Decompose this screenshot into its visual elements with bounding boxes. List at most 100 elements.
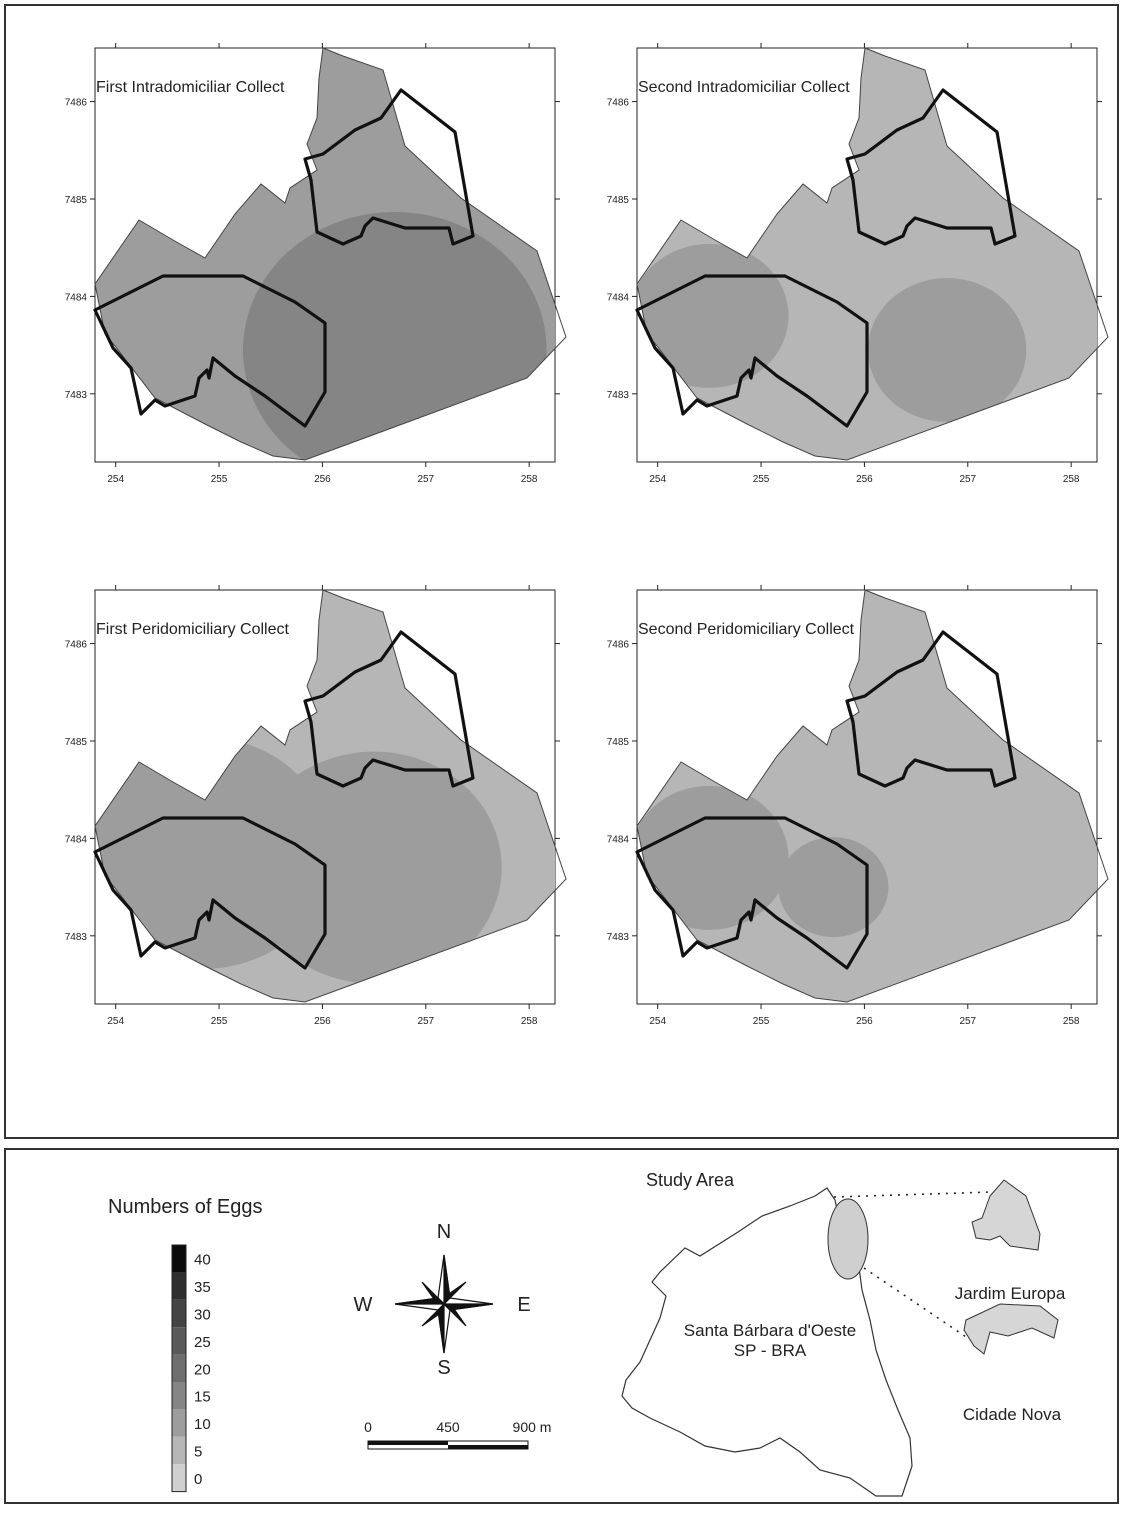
- connector-bottom: [863, 1267, 979, 1346]
- legend-swatch: [172, 1436, 186, 1465]
- legend-swatch: [172, 1464, 186, 1492]
- x-tick-label: 255: [753, 474, 770, 485]
- jardim-europa-boundary: [303, 630, 475, 788]
- y-tick-label: 7485: [65, 737, 88, 748]
- map-title: First Intradomiciliar Collect: [96, 79, 285, 96]
- legend-level-label: 20: [194, 1361, 211, 1378]
- y-tick-label: 7484: [607, 292, 630, 303]
- x-tick-label: 255: [211, 474, 228, 485]
- legend-frame: [4, 1148, 1119, 1504]
- egg-legend: Numbers of Eggs 40 35 30 25 20 15 10 5 0: [108, 1196, 263, 1493]
- cidade-nova-boundary: [93, 816, 327, 970]
- y-tick-label: 7486: [607, 98, 630, 109]
- legend-level-label: 0: [194, 1471, 202, 1488]
- study-area-title: Study Area: [646, 1170, 735, 1190]
- x-tick-label: 258: [521, 474, 538, 485]
- inset-label-cidade-nova: Cidade Nova: [963, 1405, 1062, 1424]
- inset-label-jardim-europa: Jardim Europa: [955, 1284, 1066, 1303]
- compass-north-label: N: [437, 1221, 451, 1243]
- legend-level-label: 40: [194, 1252, 211, 1269]
- legend-level-label: 5: [194, 1444, 202, 1461]
- compass-south-label: S: [437, 1357, 450, 1379]
- jardim-europa-boundary: [845, 630, 1017, 788]
- y-tick-label: 7486: [65, 640, 88, 651]
- x-tick-label: 258: [1063, 474, 1080, 485]
- y-tick-label: 7483: [65, 390, 88, 401]
- legend-swatch: [172, 1327, 186, 1355]
- map-panel-1: First Intradomiciliar Collect 254 255 256 25…: [65, 43, 567, 485]
- maps-grid: First Intradomiciliar Collect 254 255 256 25…: [65, 43, 1109, 1027]
- x-tick-label: 258: [1063, 1016, 1080, 1027]
- scale-label-0: 0: [364, 1419, 372, 1435]
- contour-band: [867, 277, 1027, 422]
- x-tick-label: 256: [314, 1016, 331, 1027]
- compass-rose: N S E W: [354, 1221, 531, 1379]
- contour-band: [637, 785, 789, 930]
- cidade-nova-boundary: [93, 274, 327, 428]
- legend-colorbar: 40 35 30 25 20 15 10 5 0: [171, 1244, 211, 1493]
- y-tick-label: 7484: [607, 834, 630, 845]
- scale-label-450: 450: [436, 1419, 460, 1435]
- y-tick-label: 7486: [607, 640, 630, 651]
- y-tick-label: 7486: [65, 98, 88, 109]
- y-tick-label: 7483: [607, 932, 630, 943]
- jardim-europa-boundary: [303, 88, 475, 246]
- legend-level-label: 15: [194, 1389, 211, 1406]
- legend-swatch: [172, 1382, 186, 1410]
- jardim-europa-boundary: [845, 88, 1017, 246]
- x-tick-label: 254: [649, 474, 666, 485]
- x-tick-label: 255: [753, 1016, 770, 1027]
- jardim-europa-shape: [971, 1179, 1041, 1251]
- cidade-nova-boundary: [635, 274, 869, 428]
- y-tick-label: 7484: [65, 834, 88, 845]
- cidade-nova-shape: [963, 1303, 1059, 1355]
- legend-swatch: [172, 1299, 186, 1328]
- city-name-line2: SP - BRA: [734, 1341, 807, 1360]
- x-tick-label: 254: [649, 1016, 666, 1027]
- x-tick-label: 254: [107, 1016, 124, 1027]
- cidade-nova-boundary: [635, 816, 869, 970]
- contour-band: [95, 737, 332, 970]
- study-area-inset: Study Area Santa Bárbara d'Oeste SP - BR…: [621, 1170, 1066, 1497]
- maps-frame: [4, 4, 1119, 1139]
- map-title: Second Peridomiciliary Collect: [638, 621, 855, 638]
- scale-label-900: 900 m: [513, 1419, 552, 1435]
- x-tick-label: 257: [417, 1016, 434, 1027]
- y-tick-label: 7483: [607, 390, 630, 401]
- y-tick-label: 7485: [65, 195, 88, 206]
- legend-swatch: [172, 1245, 186, 1273]
- x-tick-label: 257: [959, 474, 976, 485]
- y-tick-label: 7485: [607, 195, 630, 206]
- scale-bar: 0 450 900 m: [364, 1419, 552, 1450]
- legend-level-label: 10: [194, 1416, 211, 1433]
- map-title: First Peridomiciliary Collect: [96, 621, 289, 638]
- highlighted-area: [827, 1198, 869, 1280]
- x-tick-label: 257: [417, 474, 434, 485]
- contour-band: [637, 243, 789, 388]
- map-title: Second Intradomiciliar Collect: [638, 79, 850, 96]
- y-tick-label: 7485: [607, 737, 630, 748]
- legend-level-label: 35: [194, 1279, 211, 1296]
- x-tick-label: 256: [314, 474, 331, 485]
- map-panel-2: Second Intradomiciliar Collect 254 255 256 2…: [607, 43, 1109, 485]
- legend-swatch: [172, 1272, 186, 1300]
- map-panel-3: First Peridomiciliary Collect 254 255 256 25…: [65, 585, 567, 1027]
- legend-level-label: 30: [194, 1307, 211, 1324]
- x-tick-label: 256: [856, 1016, 873, 1027]
- legend-swatch: [172, 1409, 186, 1437]
- x-tick-label: 257: [959, 1016, 976, 1027]
- x-tick-label: 254: [107, 474, 124, 485]
- compass-west-label: W: [354, 1294, 373, 1316]
- x-tick-label: 256: [856, 474, 873, 485]
- legend-level-label: 25: [194, 1334, 211, 1351]
- y-tick-label: 7483: [65, 932, 88, 943]
- map-panel-4: Second Peridomiciliary Collect 254 255 256 2…: [607, 585, 1109, 1027]
- x-tick-label: 258: [521, 1016, 538, 1027]
- y-tick-label: 7484: [65, 292, 88, 303]
- contour-band: [778, 837, 889, 938]
- compass-east-label: E: [517, 1294, 530, 1316]
- connector-top: [833, 1191, 993, 1198]
- compass-star-icon: [394, 1254, 494, 1354]
- x-tick-label: 255: [211, 1016, 228, 1027]
